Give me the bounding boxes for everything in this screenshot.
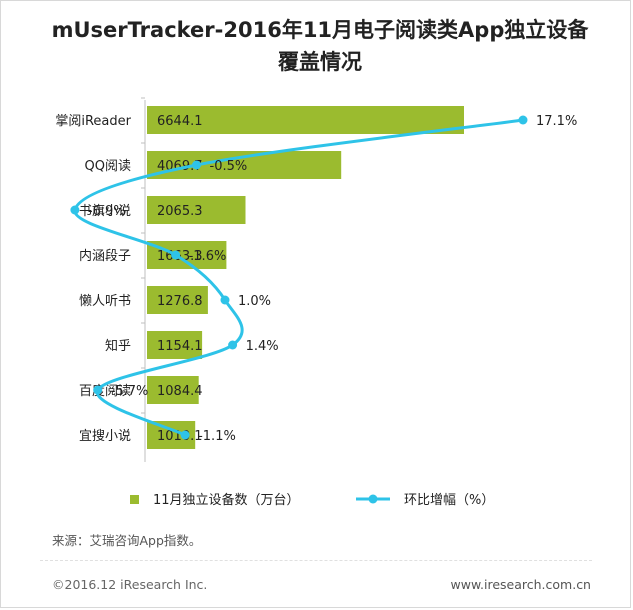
bar-1	[147, 106, 464, 134]
category-label: 百度阅读	[79, 383, 131, 399]
legend-bar-swatch	[130, 495, 139, 504]
bar-value-label: 1276.8	[157, 294, 203, 309]
growth-value-label: 1.0%	[238, 294, 271, 309]
growth-point-1	[518, 115, 528, 125]
footer-divider	[40, 560, 592, 561]
bar-value-label: 2065.3	[157, 204, 203, 219]
category-label: QQ阅读	[85, 159, 131, 174]
copyright-text: ©2016.12 iResearch Inc.	[52, 577, 208, 592]
bar-4	[147, 241, 227, 269]
growth-value-label: -0.5%	[210, 159, 248, 174]
bar-value-label: 1084.4	[157, 384, 203, 399]
growth-point-7	[93, 385, 103, 395]
bar-3	[147, 196, 246, 224]
website-url: www.iresearch.com.cn	[450, 577, 592, 592]
growth-point-3	[70, 205, 80, 215]
category-label: 知乎	[105, 338, 131, 354]
bar-value-label: 1010.1	[157, 429, 203, 444]
category-label: 宜搜小说	[79, 429, 131, 444]
legend-line-marker	[368, 494, 378, 504]
legend-bar-label: 11月独立设备数（万台）	[153, 492, 300, 508]
growth-value-label: 17.1%	[536, 114, 577, 129]
category-label: 书旗小说	[79, 203, 131, 219]
growth-value-label: -5.7%	[111, 384, 149, 399]
chart-title-line-1: mUserTracker-2016年11月电子阅读类App独立设备	[51, 18, 589, 42]
category-label: 掌阅iReader	[55, 114, 131, 129]
chart-title-line-2: 覆盖情况	[278, 50, 362, 74]
bar-6	[147, 331, 203, 359]
growth-value-label: -1.6%	[189, 249, 227, 264]
source-note: 来源：艾瑞咨询App指数。	[52, 533, 202, 548]
growth-value-label: -1.1%	[198, 429, 236, 444]
growth-point-8	[180, 430, 190, 440]
bar-7	[147, 376, 199, 404]
category-label: 内涵段子	[79, 248, 131, 264]
bar-value-label: 6644.1	[157, 114, 203, 129]
growth-point-6	[228, 340, 238, 350]
category-label: 懒人听书	[79, 294, 131, 309]
growth-value-label: -6.9%	[88, 204, 126, 219]
bar-value-label: 1154.1	[157, 339, 203, 354]
legend-line-label: 环比增幅（%）	[404, 493, 494, 508]
growth-point-5	[220, 295, 230, 305]
bar-5	[147, 286, 208, 314]
growth-point-4	[171, 250, 181, 260]
growth-value-label: 1.4%	[246, 339, 279, 354]
growth-point-2	[192, 160, 201, 170]
